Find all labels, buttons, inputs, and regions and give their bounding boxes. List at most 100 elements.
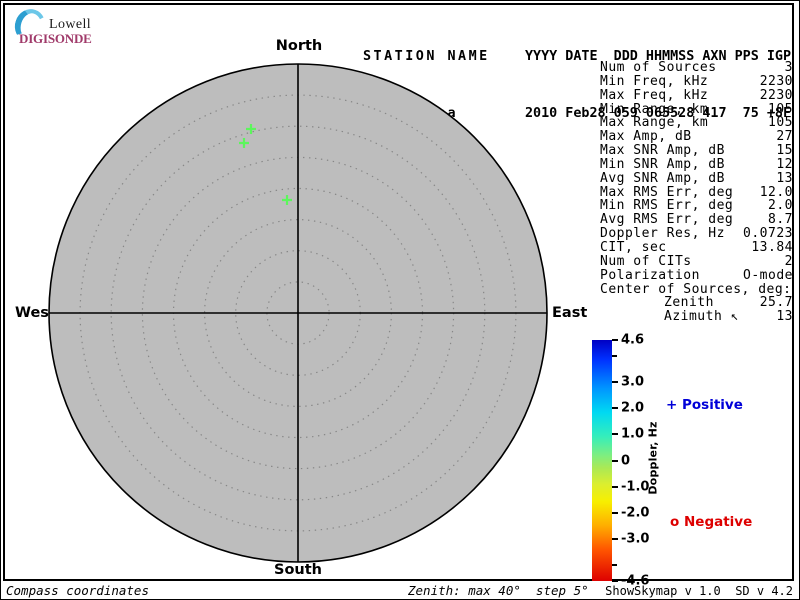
stat-label: Doppler Res, Hz — [600, 226, 725, 242]
stat-row: Min Freq, kHz 2230 — [600, 73, 793, 89]
stat-label: Num of Sources — [600, 60, 717, 75]
stat-label: Polarization — [600, 267, 700, 283]
compass-label-north: North — [275, 38, 323, 54]
stat-label: Azimuth ↖ — [664, 309, 739, 325]
compass-label-south: South — [274, 562, 322, 578]
stat-value: 3 — [784, 60, 793, 75]
header-fields-column: YYYY DATE DDD HHMMSS AXN PPS IGP 2010 Fe… — [525, 9, 791, 161]
stat-row: Num of Sources 3 — [600, 61, 793, 75]
colorbar-tick — [612, 380, 618, 383]
colorbar-tick-label: 1.0 — [621, 426, 645, 442]
source-point — [282, 195, 292, 205]
stat-label: Max Amp, dB — [600, 129, 692, 145]
legend-positive-label: Positive — [682, 397, 743, 413]
colorbar-tick-label: -3.0 — [621, 531, 650, 547]
source-point — [239, 138, 249, 148]
colorbar-tick-label: 0 — [621, 453, 631, 468]
stat-value: 13.84 — [751, 239, 793, 255]
header-fields-labels: YYYY DATE DDD HHMMSS AXN PPS IGP — [525, 49, 792, 64]
legend-negative: o Negative — [670, 514, 752, 530]
header-fields-values: 2010 Feb28 059 065528 417 75 +8F — [525, 106, 792, 121]
source-point — [246, 124, 256, 134]
stat-row: Center of Sources, deg: — [600, 282, 793, 297]
stat-value: 0.0723 — [743, 226, 793, 242]
stat-value: 12 — [776, 156, 793, 172]
colorbar-tick — [612, 459, 618, 462]
colorbar-tick-label: 4.6 — [621, 332, 645, 348]
colorbar-tick-label: -1.0 — [621, 479, 650, 495]
colorbar-tick — [612, 564, 617, 567]
colorbar-tick — [612, 433, 618, 436]
stat-row: Max RMS Err, deg 12.0 — [600, 184, 793, 200]
colorbar-tick — [612, 407, 618, 410]
circle-icon: o — [670, 514, 680, 530]
compass-label-west: West — [15, 305, 56, 321]
lowell-digisonde-logo: Lowell DIGISONDE — [10, 5, 153, 51]
colorbar-tick — [612, 354, 617, 357]
stat-row: Max Freq, kHz 2230 — [600, 87, 793, 103]
colorbar-tick-label: -4.6 — [621, 573, 650, 589]
stat-label: Min Range, km — [600, 101, 709, 117]
stat-value: 27 — [776, 129, 793, 145]
doppler-colorbar: 4.6 3.0 2.0 1.0 0 -1.0 -2.0 -3.0 -4.6 Doppler, H… — [592, 333, 712, 592]
colorbar-tick — [612, 538, 618, 541]
stat-row: Zenith 25.7 — [600, 296, 793, 310]
stat-label: Max RMS Err, deg — [600, 184, 734, 200]
stat-label: CIT, sec — [600, 239, 667, 255]
stat-row: Num of CITs 2 — [600, 253, 793, 269]
header-station-label: STATION NAME — [363, 49, 490, 64]
stat-label: Min RMS Err, deg — [600, 198, 734, 214]
stat-label: Min Freq, kHz — [600, 73, 709, 89]
stat-row: Max SNR Amp, dB 15 — [600, 144, 793, 158]
stat-row: Min RMS Err, deg 2.0 — [600, 199, 793, 213]
measurement-stats-panel: Num of Sources 3 Min Freq, kHz 2230 Max Freq… — [600, 61, 793, 324]
stat-value: 8.7 — [768, 212, 793, 228]
stat-row: Polarization O-mode — [600, 267, 793, 283]
stat-value: 25.7 — [759, 295, 793, 311]
skymap-polar-plot — [48, 63, 548, 563]
stat-row: Min Range, km 105 — [600, 101, 793, 117]
zenith-range-label: Zenith: max 40° step 5° — [408, 583, 589, 598]
stat-value: 12.0 — [759, 184, 793, 200]
app-version-label: ShowSkymap v 1.0 SD v 4.2 — [605, 584, 793, 598]
stat-value: 105 — [768, 115, 793, 131]
colorbar-tick — [612, 511, 618, 514]
stat-value: 15 — [776, 143, 793, 159]
stat-row: Avg SNR Amp, dB 13 — [600, 170, 793, 186]
stat-label: Max SNR Amp, dB — [600, 143, 725, 159]
stat-value: 2 — [784, 253, 793, 269]
stat-label: Min SNR Amp, dB — [600, 156, 725, 172]
colorbar-gradient — [592, 340, 612, 581]
stat-label: Num of CITs — [600, 253, 692, 269]
stat-label: Avg RMS Err, deg — [600, 212, 734, 228]
stat-label: Max Freq, kHz — [600, 87, 709, 103]
legend-negative-label: Negative — [683, 514, 753, 530]
plus-icon: + — [666, 397, 678, 413]
compass-label-east: East — [552, 305, 588, 321]
stat-label: Avg SNR Amp, dB — [600, 170, 725, 186]
colorbar-tick-label: 2.0 — [621, 400, 645, 416]
colorbar-tick — [612, 485, 618, 488]
stat-label: Zenith — [664, 295, 714, 311]
colorbar-tick-label: -2.0 — [621, 505, 650, 521]
colorbar-tick — [612, 339, 618, 341]
skymap-sources — [239, 124, 292, 205]
logo-brand-bottom: DIGISONDE — [19, 31, 92, 46]
stat-row: Avg RMS Err, deg 8.7 — [600, 213, 793, 227]
stat-row: Azimuth ↖ 13 — [600, 310, 793, 324]
logo-brand-top: Lowell — [49, 17, 92, 32]
stat-value: 2230 — [759, 73, 793, 89]
stat-label: Max Range, km — [600, 115, 709, 131]
plot-frame — [3, 3, 794, 581]
stat-row: Doppler Res, Hz 0.0723 — [600, 227, 793, 241]
colorbar-tick — [612, 580, 618, 582]
stat-row: Max Amp, dB 27 — [600, 130, 793, 144]
stat-value: 13 — [776, 309, 793, 325]
colorbar-tick-label: 3.0 — [621, 374, 645, 390]
stat-row: Max Range, km 105 — [600, 116, 793, 130]
stat-value: 13 — [776, 170, 793, 186]
colorbar-axis-title: Doppler, Hz — [646, 421, 660, 495]
stat-value: O-mode — [743, 267, 793, 283]
coordinates-mode-label: Compass coordinates — [6, 583, 149, 598]
legend-positive: + Positive — [666, 397, 743, 413]
